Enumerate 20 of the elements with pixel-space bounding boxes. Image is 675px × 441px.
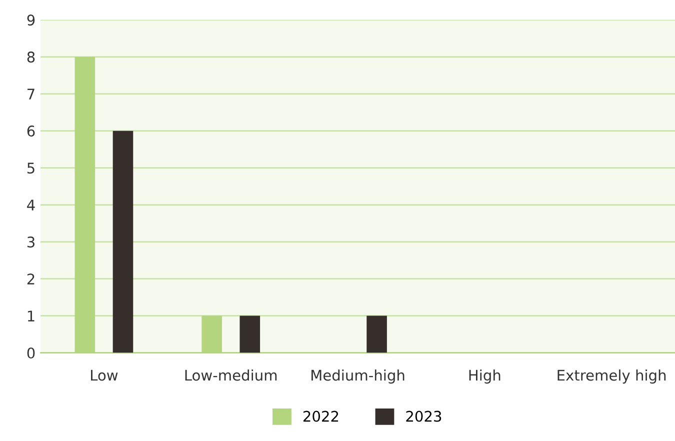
- x-tick-label: Low: [91, 370, 118, 381]
- y-tick-label: 9: [27, 14, 35, 26]
- y-tick-label: 0: [27, 348, 35, 359]
- y-tick-label: 4: [27, 200, 35, 210]
- y-tick-label: 5: [27, 162, 34, 174]
- y-tick-label: 1: [28, 310, 34, 322]
- x-tick-label: High: [469, 369, 500, 384]
- x-tick-label: Extremely high: [558, 369, 666, 384]
- legend-label: 2023: [406, 410, 442, 422]
- y-tick-label: 2: [27, 274, 34, 284]
- y-tick-label: 6: [27, 126, 35, 137]
- bar: [366, 316, 387, 353]
- x-tick-label: Low-medium: [185, 369, 277, 381]
- x-tick-label: Medium-high: [311, 369, 404, 384]
- bar: [240, 316, 260, 353]
- legend-label: 2022: [303, 410, 338, 422]
- y-tick-label: 8: [27, 52, 35, 63]
- bar: [112, 130, 134, 353]
- y-tick-label: 3: [27, 236, 34, 248]
- y-tick-label: 7: [28, 88, 34, 100]
